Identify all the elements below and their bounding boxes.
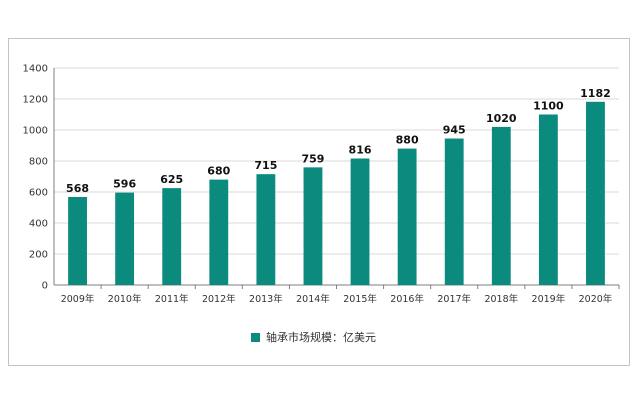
x-tick-label: 2012年: [202, 293, 236, 305]
bar: [444, 138, 464, 285]
data-label: 680: [207, 165, 230, 178]
data-label: 945: [443, 124, 466, 137]
x-tick-label: 2016年: [390, 293, 424, 305]
y-tick-label: 1200: [23, 95, 48, 106]
legend-swatch: [251, 333, 260, 342]
data-label: 1182: [580, 87, 611, 100]
bar: [538, 114, 558, 285]
x-tick-label: 2015年: [343, 293, 377, 305]
x-tick-label: 2014年: [296, 293, 330, 305]
bar: [397, 148, 417, 285]
y-tick-label: 800: [29, 157, 48, 168]
data-label: 759: [301, 152, 324, 165]
x-tick-label: 2019年: [532, 293, 566, 305]
bar: [115, 192, 135, 285]
y-tick-label: 600: [29, 188, 48, 199]
x-tick-label: 2010年: [108, 293, 142, 305]
data-label: 625: [160, 173, 183, 186]
data-label: 880: [396, 134, 419, 147]
data-label: 1100: [533, 100, 564, 113]
x-tick-label: 2020年: [579, 293, 613, 305]
x-tick-label: 2017年: [437, 293, 471, 305]
x-tick-label: 2013年: [249, 293, 283, 305]
x-tick-label: 2011年: [155, 293, 189, 305]
data-label: 816: [349, 144, 372, 157]
data-label: 1020: [486, 112, 517, 125]
y-tick-label: 1000: [23, 126, 48, 137]
bar: [209, 179, 229, 285]
chart-frame: 0 200 400 600 800 1000 1200 1400 568 2009年 596 2010…: [8, 38, 630, 366]
y-tick-label: 200: [29, 250, 48, 261]
data-label: 596: [113, 178, 136, 191]
bar: [256, 174, 276, 285]
data-label: 568: [66, 182, 89, 195]
y-tick-label: 1400: [23, 64, 48, 75]
bar: [491, 126, 511, 286]
data-label: 715: [254, 159, 277, 172]
bar: [350, 158, 370, 285]
bar: [303, 167, 323, 285]
bar: [586, 101, 605, 285]
bar-chart: 0 200 400 600 800 1000 1200 1400 568 2009年 596 2010…: [23, 64, 620, 344]
y-tick-label: 0: [42, 281, 48, 292]
bar: [68, 196, 87, 285]
x-tick-label: 2018年: [484, 293, 518, 305]
bar: [162, 188, 182, 285]
legend-label: 轴承市场规模：亿美元: [266, 330, 376, 344]
y-tick-label: 400: [29, 219, 48, 230]
x-tick-label: 2009年: [61, 293, 95, 305]
